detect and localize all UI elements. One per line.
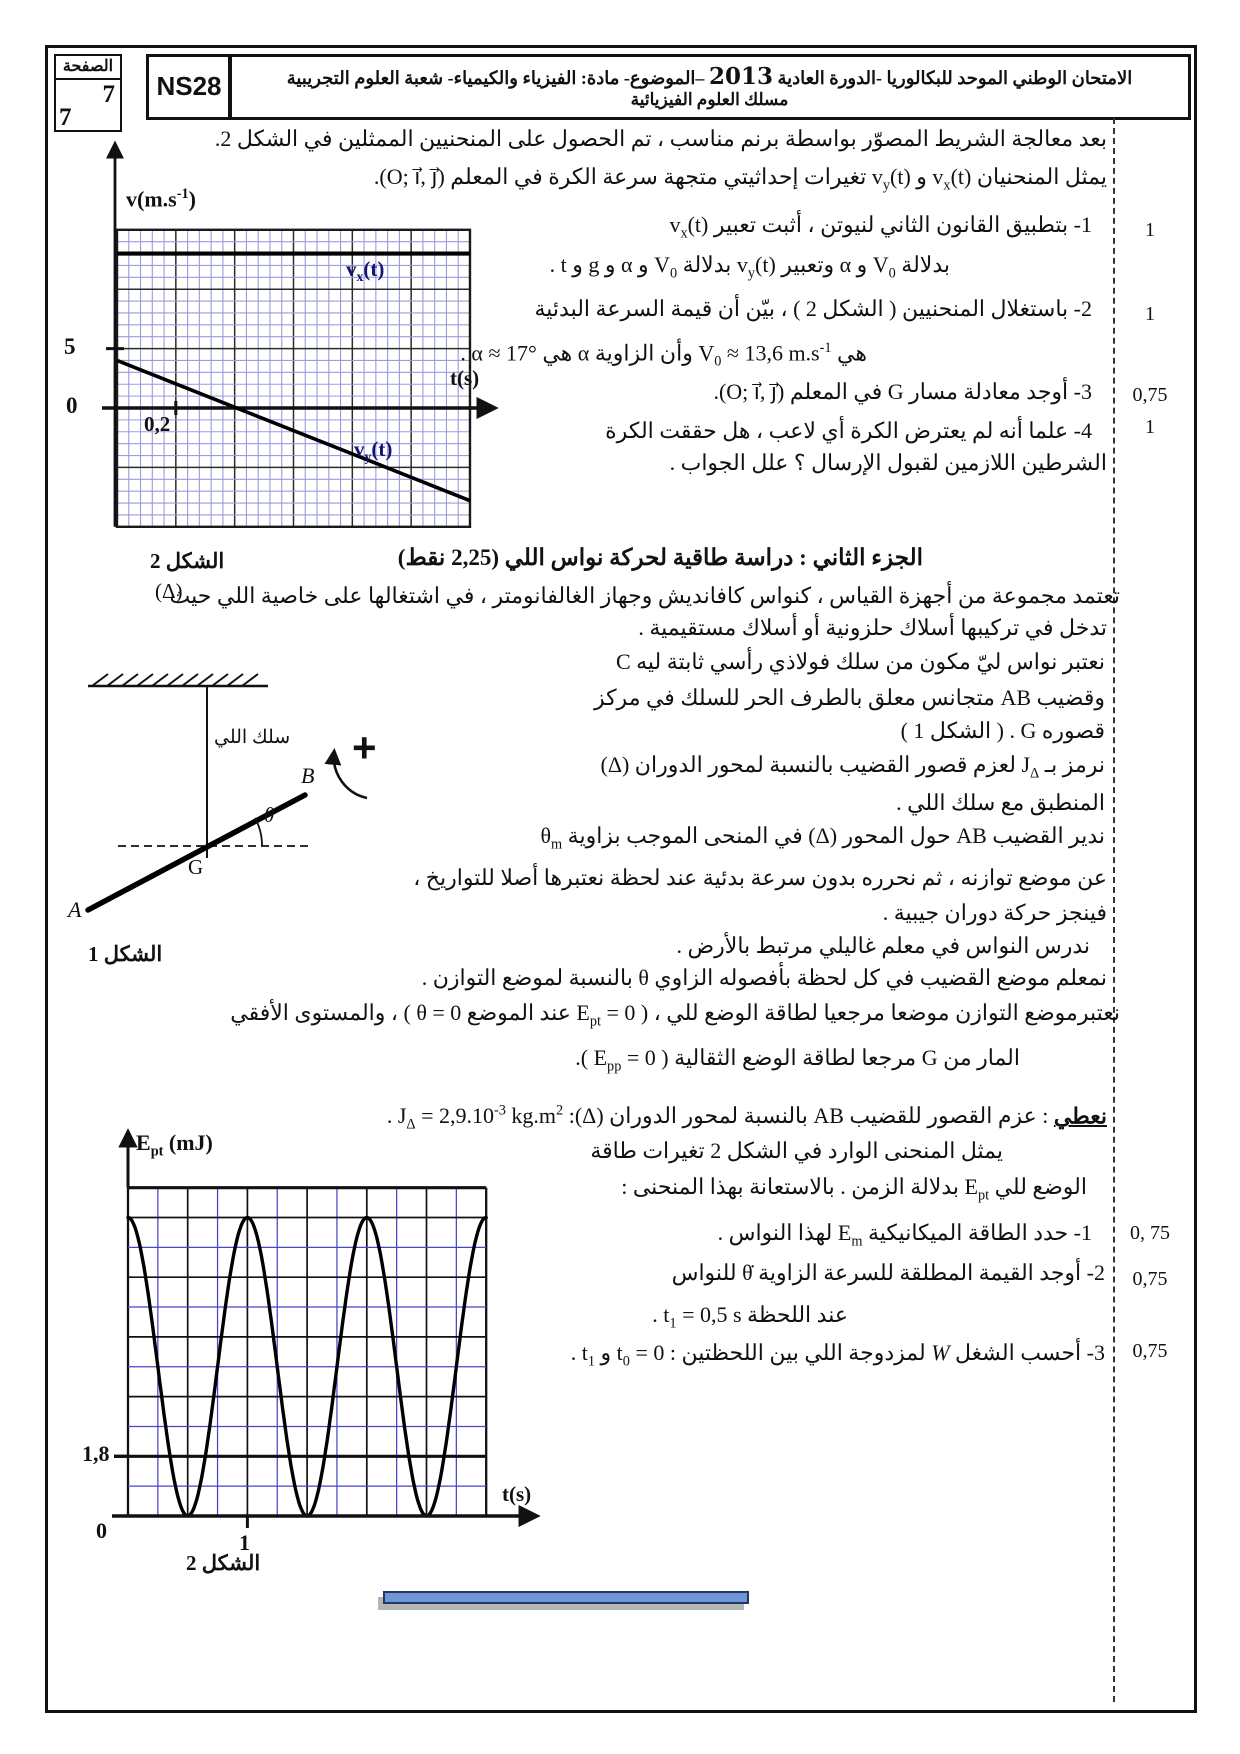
page-total: 7 <box>59 104 72 131</box>
part1-q1-line1: 1- بتطبيق القانون الثاني لنيوتن ، أثبت ت… <box>669 212 1092 242</box>
page-border <box>45 45 1197 1713</box>
margin-separator <box>1113 118 1115 1702</box>
given-value: : عزم القصور للقضيب AB بالنسبة لمحور الد… <box>386 1103 1054 1133</box>
points-p2-q2: 0,75 <box>1132 1268 1168 1290</box>
part1-intro-line1: بعد معالجة الشريط المصوّر بواسطة برنم من… <box>214 126 1107 151</box>
part1-q4-line2: الشرطين اللازمين لقبول الإرسال ؟ علل الج… <box>669 450 1107 475</box>
fig1-wire-label: سلك اللي <box>214 727 291 748</box>
part2-q3: 3- أحسب الشغل W لمزدوجة اللي بين اللحظتي… <box>570 1340 1105 1370</box>
part2-para2-line2: فينجز حركة دوران جيبية . <box>882 900 1107 925</box>
part2-para2-line1: عن موضع توازنه ، ثم نحرره بدون سرعة بدئي… <box>413 865 1107 890</box>
exam-title-line1: الامتحان الوطني الموحد للبكالوريا -الدور… <box>231 63 1188 90</box>
part1-intro-line2: يمثل المنحنيان vx(t) و vy(t) تغيرات إحدا… <box>373 164 1107 194</box>
part2-col-line3: قصوره G . ( الشكل 1 ) <box>900 718 1105 743</box>
part2-col-line5: المنطبق مع سلك اللي . <box>896 790 1105 815</box>
part2-q1: 1- حدد الطاقة الميكانيكية Em لهذا النواس… <box>717 1220 1092 1250</box>
fig1-delta-axis-label: (Δ) <box>155 579 183 603</box>
fig2bot-tick-1: 1 <box>239 1530 250 1555</box>
points-q3: 0,75 <box>1132 384 1168 406</box>
fig2top-tick-02: 0,2 <box>144 412 171 436</box>
part2-curve-line2: الوضع للي Ept بدلالة الزمن . بالاستعانة … <box>621 1174 1087 1204</box>
points-q2: 1 <box>1145 303 1155 325</box>
points-q4: 1 <box>1145 416 1155 438</box>
fig1-angle-theta: θ <box>264 803 275 827</box>
fig2bot-xlabel: t(s) <box>502 1482 532 1506</box>
part1-q2-line1: 2- باستغلال المنحنيين ( الشكل 2 ) ، بيّن… <box>534 296 1092 321</box>
given-label: نعطي <box>1053 1103 1107 1129</box>
part2-para2-line6: المار من G مرجعا لطاقة الوضع الثقالية ( … <box>575 1045 1020 1075</box>
part1-q3: 3- أوجد معادلة مسار G في المعلم (O; i⃗, … <box>713 379 1092 404</box>
fig2top-vx-label: vx(t) <box>346 257 385 285</box>
part2-curve-line1: يمثل المنحنى الوارد في الشكل 2 تغيرات طا… <box>590 1138 1003 1163</box>
fig1-point-a: A <box>68 897 82 922</box>
part2-given: نعطي : عزم القصور للقضيب AB بالنسبة لمحو… <box>387 1096 1107 1140</box>
part2-para2-line4: نمعلم موضع القضيب في كل لحظة بأفصوله الز… <box>421 965 1107 990</box>
fig1-caption: الشكل 1 <box>88 942 163 966</box>
fig2bot-tick-18: 1,8 <box>82 1441 110 1466</box>
points-p2-q3: 0,75 <box>1132 1340 1168 1362</box>
part1-q2-line2: هي V0 ≈ 13,6 m.s-1 وأن الزاوية α هي α ≈ … <box>460 340 867 370</box>
part1-q1-line2: بدلالة V0 و α وتعبير vy(t) بدلالة V0 و α… <box>549 252 950 282</box>
points-p2-q1: 0, 75 <box>1130 1222 1170 1244</box>
part1-q4-line1: 4- علما أنه لم يعترض الكرة أي لاعب ، هل … <box>605 418 1092 443</box>
fig2top-vy-label: vy(t) <box>354 437 393 465</box>
exam-title-box: الامتحان الوطني الموحد للبكالوريا -الدور… <box>228 54 1191 120</box>
part2-col-line6: ندير القضيب AB حول المحور (Δ) في المنحى … <box>540 823 1105 853</box>
fig1-pendulum-drawing <box>85 673 368 913</box>
points-q1: 1 <box>1145 219 1155 241</box>
fig2-bottom-graph <box>112 1128 541 1528</box>
part2-heading: الجزء الثاني : دراسة طاقية لحركة نواس ال… <box>397 545 923 570</box>
exam-code-box: NS28 <box>146 54 232 120</box>
part2-para2-line3: ندرس النواس في معلم غاليلي مرتبط بالأرض … <box>676 933 1090 958</box>
fig2bot-caption: الشكل 2 <box>186 1551 261 1575</box>
fig2-top-graph <box>102 140 499 529</box>
title-after-year: –الموضوع- مادة: الفيزياء والكيمياء- شعبة… <box>286 68 705 88</box>
part2-col-line1: نعتبر نواس ليّ مكون من سلك فولاذي رأسي ث… <box>615 649 1105 674</box>
fig2top-xlabel: t(s) <box>450 366 480 390</box>
exam-code: NS28 <box>156 71 222 101</box>
title-year: 2013 <box>708 63 773 90</box>
fig2top-tick-0: 0 <box>66 393 78 418</box>
part2-q2-line2: عند اللحظة t1 = 0,5 s . <box>652 1302 848 1332</box>
fig1-point-g: G <box>188 855 204 879</box>
part2-para1-line2: تدخل في تركيبها أسلاك حلزونية أو أسلاك م… <box>638 615 1107 640</box>
part2-para2-line5: نعتبرموضع التوازن موضعا مرجعيا لطاقة الو… <box>230 1000 1120 1030</box>
part2-para1-line1: تعتمد مجموعة من أجهزة القياس ، كنواس كاف… <box>169 583 1120 608</box>
decorative-bar <box>383 1591 749 1604</box>
title-before-year: الامتحان الوطني الموحد للبكالوريا -الدور… <box>777 68 1133 88</box>
fig2top-caption: الشكل 2 <box>150 549 225 573</box>
fig2bot-ylabel: Ept (mJ) <box>136 1130 213 1160</box>
page-current: 7 <box>102 81 116 108</box>
fig2top-ylabel: v(m.s-1) <box>126 186 196 212</box>
part2-col-line2: وقضيب AB متجانس معلق بالطرف الحر للسلك ف… <box>593 685 1105 710</box>
page-label: الصفحة <box>56 56 120 80</box>
fig1-positive-sense: + <box>352 724 377 771</box>
part2-col-line4: نرمز بـ JΔ لعزم قصور القضيب بالنسبة لمحو… <box>600 752 1106 782</box>
page-number-box: الصفحة 7 7 <box>54 54 122 132</box>
part2-q2-line1: 2- أوجد القيمة المطلقة للسرعة الزاوية θ̇… <box>671 1260 1105 1285</box>
fig2bot-tick-0: 0 <box>96 1518 107 1543</box>
exam-title-line2: مسلك العلوم الفيزيائية <box>630 90 789 109</box>
fig2top-tick-5: 5 <box>64 334 76 359</box>
fig1-point-b: B <box>301 763 315 788</box>
